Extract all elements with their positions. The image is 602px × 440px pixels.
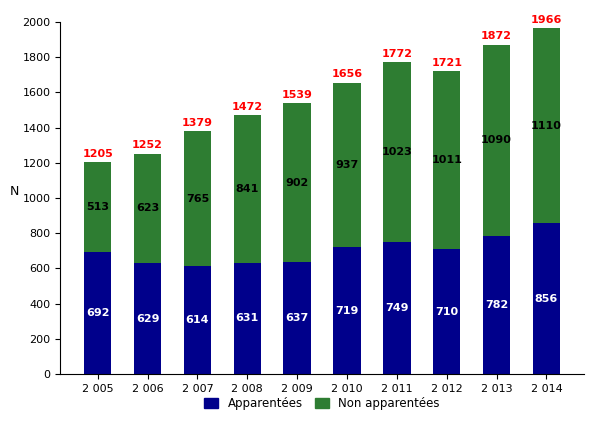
Text: 623: 623 (136, 203, 159, 213)
Text: 1023: 1023 (382, 147, 412, 157)
Text: 692: 692 (86, 308, 110, 318)
Bar (134, 263, 161, 374)
Text: 1252: 1252 (132, 140, 163, 150)
Bar (433, 249, 461, 374)
Text: 1472: 1472 (232, 102, 263, 112)
Bar (284, 103, 311, 262)
Bar (184, 266, 211, 374)
Bar (334, 83, 361, 247)
Bar (84, 162, 111, 252)
Text: 631: 631 (235, 313, 259, 323)
Text: 1110: 1110 (531, 121, 562, 131)
Text: 614: 614 (185, 315, 209, 325)
Bar (84, 252, 111, 374)
Bar (234, 115, 261, 263)
Bar (284, 262, 311, 374)
Text: 719: 719 (335, 306, 359, 316)
Bar (334, 247, 361, 374)
Text: 782: 782 (485, 300, 508, 310)
Bar (533, 224, 560, 374)
Text: 1011: 1011 (431, 155, 462, 165)
Text: 937: 937 (335, 160, 359, 170)
Bar (383, 62, 411, 242)
Text: 629: 629 (136, 314, 160, 324)
Y-axis label: N: N (10, 185, 19, 198)
Bar (383, 242, 411, 374)
Bar (184, 131, 211, 266)
Text: 1379: 1379 (182, 118, 213, 128)
Text: 1966: 1966 (531, 15, 562, 25)
Text: 856: 856 (535, 293, 558, 304)
Text: 1872: 1872 (481, 31, 512, 41)
Legend: Apparentées, Non apparentées: Apparentées, Non apparentées (200, 394, 444, 414)
Text: 902: 902 (285, 177, 309, 187)
Text: 1772: 1772 (381, 49, 412, 59)
Text: 513: 513 (86, 202, 109, 212)
Text: 637: 637 (285, 313, 309, 323)
Text: 765: 765 (186, 194, 209, 204)
Text: 1090: 1090 (481, 136, 512, 146)
Text: 1539: 1539 (282, 90, 312, 100)
Bar (533, 28, 560, 224)
Text: 749: 749 (385, 303, 409, 313)
Bar (433, 71, 461, 249)
Text: 841: 841 (235, 184, 259, 194)
Text: 1656: 1656 (332, 70, 362, 79)
Bar (234, 263, 261, 374)
Text: 1205: 1205 (82, 149, 113, 159)
Bar (134, 154, 161, 263)
Text: 1721: 1721 (431, 58, 462, 68)
Bar (483, 44, 510, 236)
Bar (483, 236, 510, 374)
Text: 710: 710 (435, 307, 458, 316)
